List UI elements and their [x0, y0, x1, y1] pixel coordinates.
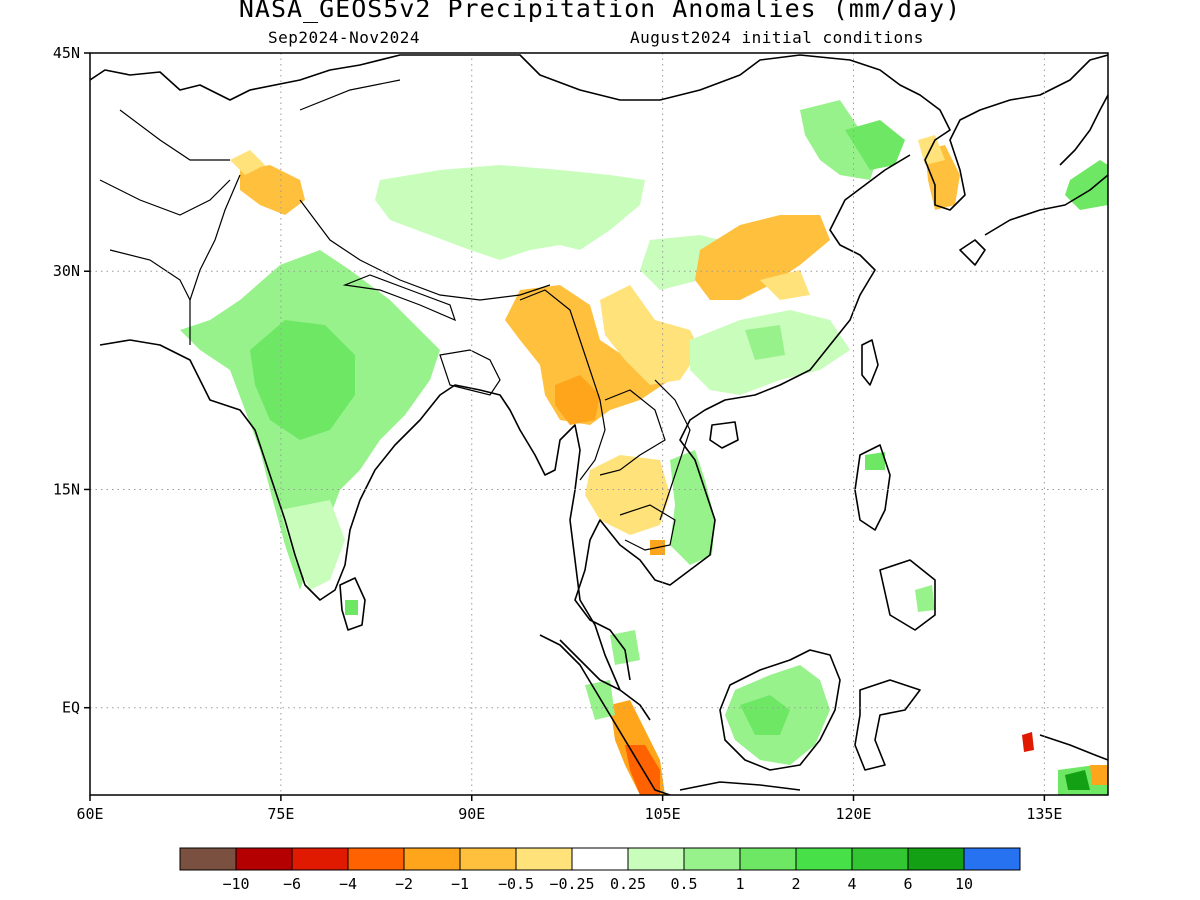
anomaly-japan-wet — [1065, 160, 1108, 210]
border-cambodia — [619, 504, 676, 551]
border-nepal — [342, 274, 456, 322]
colorbar-swatch — [907, 847, 965, 871]
lon-tick-label: 120E — [835, 805, 871, 823]
colorbar-swatch — [515, 847, 573, 871]
colorbar-label: 6 — [903, 875, 912, 893]
colorbar-label: −6 — [283, 875, 301, 893]
colorbar-label: −4 — [339, 875, 357, 893]
initial-conditions: August2024 initial conditions — [630, 28, 924, 47]
lat-tick-label: 45N — [53, 44, 80, 62]
anomaly-vietnam-wet — [670, 450, 715, 565]
lon-tick-label: 105E — [645, 805, 681, 823]
lon-tick-label: 90E — [458, 805, 485, 823]
border-myanmar — [519, 289, 606, 481]
anomaly-new-guinea-dry — [1090, 765, 1108, 785]
lon-tick-label: 135E — [1026, 805, 1062, 823]
plot-frame — [89, 52, 1109, 796]
coastline-sulawesi — [854, 679, 921, 771]
coastline-sumatra — [539, 634, 671, 795]
coastline-philippines-luzon — [854, 444, 891, 531]
anomaly-india-south — [280, 500, 345, 590]
anomaly-korea-pale — [918, 135, 945, 165]
border-afghan — [99, 179, 231, 301]
anomaly-north-china-wet — [800, 100, 880, 180]
colorbar-swatch — [627, 847, 685, 871]
anomaly-sri-lanka-wet — [345, 600, 358, 615]
colorbar-swatch — [403, 847, 461, 871]
coastline-borneo — [719, 649, 841, 771]
anomaly-luzon-wet — [865, 452, 885, 470]
anomaly-central-china-pale — [760, 270, 810, 300]
forecast-period: Sep2024-Nov2024 — [268, 28, 420, 47]
plot-area — [90, 53, 1108, 795]
coastlines — [90, 54, 1108, 795]
colorbar-swatch — [739, 847, 797, 871]
anomaly-burma-core — [555, 375, 600, 425]
coastline-asia-mainland — [90, 54, 1108, 211]
colorbar-label: 0.25 — [610, 875, 646, 893]
anomaly-borneo-core — [740, 695, 790, 735]
colorbar-label: −2 — [395, 875, 413, 893]
border-bangladesh — [439, 349, 501, 396]
colorbar-swatch — [291, 847, 349, 871]
coastline-philippines-mindanao — [879, 559, 936, 631]
colorbar-label: −1 — [451, 875, 469, 893]
country-borders — [99, 79, 691, 551]
border-china-kazakh — [119, 79, 401, 161]
colorbar-swatch — [179, 847, 237, 871]
coastline-india — [99, 339, 581, 601]
colorbar-swatch — [795, 847, 853, 871]
axis-ticks: 60E 75E 90E 105E 120E 135E 45N 30N 15N EQ — [53, 44, 1063, 823]
colorbar-swatch — [571, 847, 629, 871]
colorbar-label: −10 — [222, 875, 249, 893]
coastline-taiwan — [861, 339, 879, 386]
coastline-sri-lanka — [339, 577, 366, 631]
colorbar-label: 0.5 — [670, 875, 697, 893]
map-title: NASA_GEOS5v2 Precipitation Anomalies (mm… — [238, 0, 962, 23]
anomaly-kashmir-edge — [230, 150, 265, 175]
anomaly-halmahera-dry — [1022, 732, 1034, 752]
lat-tick-label: EQ — [62, 699, 80, 717]
coastline-hainan — [709, 421, 739, 449]
lon-tick-label: 75E — [267, 805, 294, 823]
anomaly-yunnan-pale — [600, 285, 700, 385]
anomaly-mindanao-wet — [915, 585, 935, 612]
lat-tick-label: 15N — [53, 480, 80, 498]
coastline-java — [679, 781, 801, 791]
anomaly-thailand-dry — [585, 455, 670, 535]
border-himalaya — [299, 199, 551, 301]
lon-tick-label: 60E — [76, 805, 103, 823]
lat-tick-label: 30N — [53, 262, 80, 280]
colorbar-label: −0.25 — [549, 875, 594, 893]
anomaly-kashmir-dry — [240, 165, 305, 215]
colorbar-label: 10 — [955, 875, 973, 893]
border-laos-thailand — [599, 389, 666, 476]
colorbar-swatch — [963, 847, 1021, 871]
anomaly-manchuria-wet — [845, 120, 905, 170]
coastline-japan — [959, 94, 1108, 266]
colorbar: −10 −6 −4 −2 −1 −0.5 −0.25 0.25 0.5 1 2 4 6 10 — [179, 847, 1021, 893]
anomaly-south-china-core — [745, 325, 785, 360]
colorbar-label: 1 — [735, 875, 744, 893]
coastline-new-guinea — [1039, 734, 1108, 761]
border-india-pakistan — [189, 174, 241, 345]
anomaly-india-core — [250, 320, 355, 440]
anomaly-new-guinea-core — [1065, 770, 1090, 790]
anomaly-central-china-dry — [695, 215, 830, 300]
colorbar-swatch — [459, 847, 517, 871]
colorbar-swatch — [347, 847, 405, 871]
colorbar-label: 2 — [791, 875, 800, 893]
colorbar-label: 4 — [847, 875, 856, 893]
border-vietnam-laos — [654, 379, 691, 521]
colorbar-swatch — [683, 847, 741, 871]
graticule — [90, 53, 1108, 795]
colorbar-swatch — [851, 847, 909, 871]
colorbar-label: −0.5 — [498, 875, 534, 893]
anomaly-fill-layer — [180, 100, 1108, 795]
anomaly-tibet-wet — [375, 165, 645, 260]
coastline-malay-peninsula — [569, 519, 651, 721]
colorbar-swatch — [235, 847, 293, 871]
